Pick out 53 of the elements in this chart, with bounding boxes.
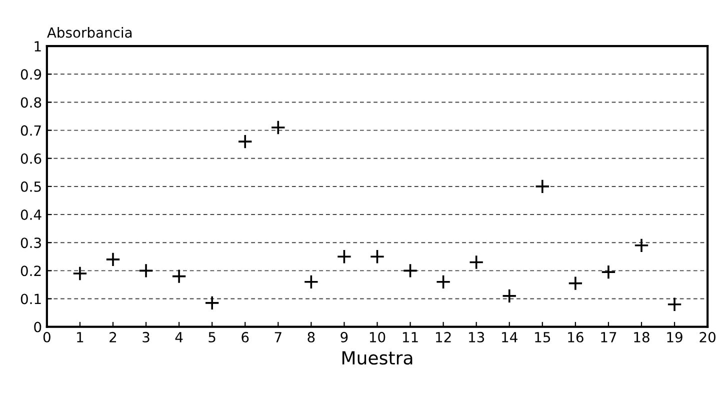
x-tick-label: 14 bbox=[502, 332, 518, 342]
point bbox=[172, 268, 187, 284]
point bbox=[502, 288, 517, 304]
y-tick-label: 0.8 bbox=[20, 97, 42, 108]
point bbox=[336, 249, 352, 264]
point bbox=[568, 276, 583, 291]
point bbox=[204, 295, 220, 310]
x-tick-label: 15 bbox=[535, 332, 550, 342]
point bbox=[238, 134, 253, 150]
point bbox=[402, 263, 418, 278]
x-tick-label: 6 bbox=[242, 332, 249, 342]
x-tick-label: 17 bbox=[601, 332, 616, 342]
y-tick-label: 0.4 bbox=[20, 209, 42, 220]
point bbox=[304, 274, 319, 290]
y-tick-label: 0.1 bbox=[20, 294, 41, 304]
x-tick-label: 2 bbox=[110, 332, 116, 342]
x-tick-label: 5 bbox=[208, 332, 216, 342]
y-tick-label: 0.2 bbox=[20, 266, 41, 276]
y-tick-label: 0.9 bbox=[20, 69, 42, 80]
x-axis-title: Muestra bbox=[342, 351, 412, 365]
point bbox=[534, 178, 550, 194]
y-tick-label: 0.7 bbox=[20, 125, 41, 136]
x-tick-label: 20 bbox=[700, 332, 716, 342]
point bbox=[436, 274, 451, 290]
x-tick-label: 4 bbox=[175, 332, 183, 342]
y-tick-label: 0.6 bbox=[20, 153, 42, 164]
x-tick-label: 8 bbox=[308, 332, 315, 342]
x-tick-label: 18 bbox=[634, 332, 650, 342]
x-tick-label: 16 bbox=[568, 332, 584, 342]
x-tick-label: 7 bbox=[274, 332, 282, 342]
point bbox=[667, 296, 682, 312]
point bbox=[634, 238, 649, 253]
x-tick-label: 9 bbox=[340, 332, 348, 342]
y-tick-label: 0 bbox=[34, 322, 42, 332]
point bbox=[370, 249, 385, 264]
x-tick-label: 11 bbox=[402, 332, 418, 342]
point bbox=[138, 263, 154, 278]
point bbox=[270, 120, 286, 135]
point bbox=[72, 266, 88, 281]
point bbox=[468, 254, 484, 270]
x-tick-label: 12 bbox=[436, 332, 451, 342]
y-axis-title: Absorbancia bbox=[47, 27, 132, 38]
x-tick-label: 19 bbox=[667, 332, 682, 342]
x-tick-label: 13 bbox=[469, 332, 484, 342]
y-tick-label: 1 bbox=[34, 41, 41, 52]
y-tick-label: 0.5 bbox=[20, 181, 41, 192]
point bbox=[600, 264, 616, 280]
point bbox=[106, 252, 120, 267]
x-tick-label: 3 bbox=[142, 332, 150, 342]
x-tick-label: 10 bbox=[370, 332, 386, 342]
x-tick-label: 0 bbox=[43, 332, 50, 342]
x-tick-label: 1 bbox=[77, 332, 84, 342]
y-tick-label: 0.3 bbox=[20, 238, 41, 248]
